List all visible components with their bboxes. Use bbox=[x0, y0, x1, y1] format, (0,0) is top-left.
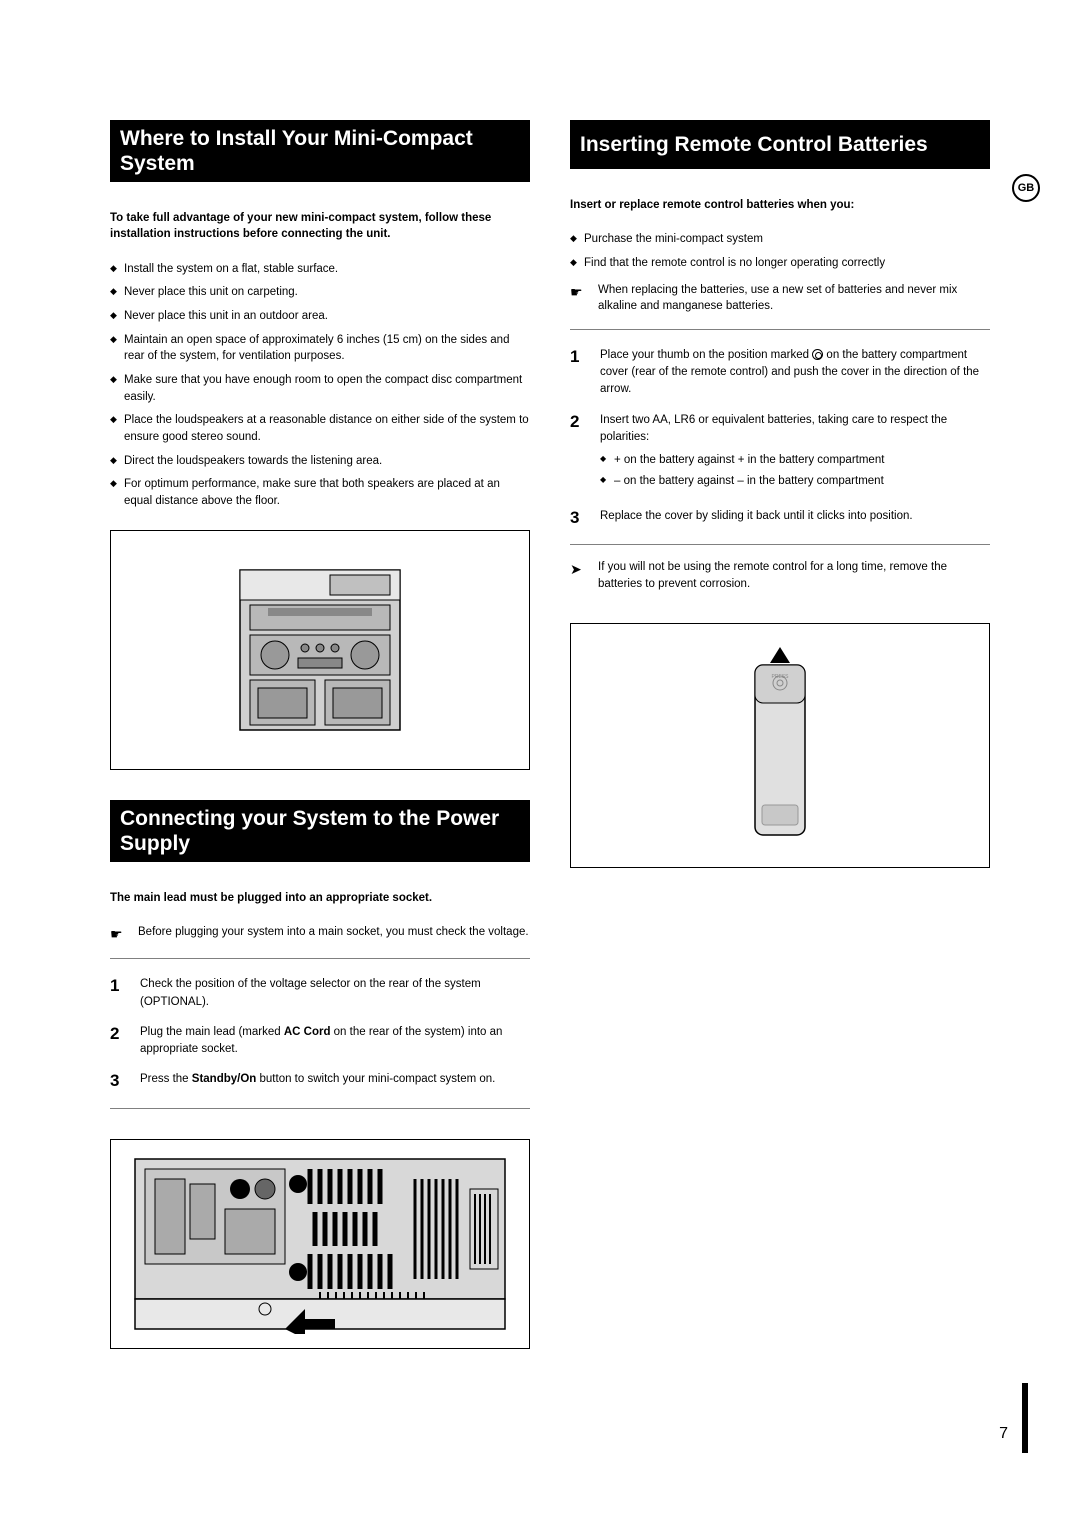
install-intro: To take full advantage of your new mini-… bbox=[110, 210, 530, 242]
step-number: 2 bbox=[110, 1021, 128, 1059]
step-text: Insert two AA, LR6 or equivalent batteri… bbox=[600, 409, 990, 495]
step-row: 1 Check the position of the voltage sele… bbox=[110, 973, 530, 1011]
step-number: 2 bbox=[570, 409, 588, 495]
sub-bullet: + on the battery against + in the batter… bbox=[600, 452, 990, 469]
bullet: Direct the loudspeakers towards the list… bbox=[110, 453, 530, 470]
note-pointer-icon: ☛ bbox=[570, 282, 590, 315]
bullet: Never place this unit on carpeting. bbox=[110, 284, 530, 301]
sub-bullet: – on the battery against – in the batter… bbox=[600, 473, 990, 490]
step-text: Place your thumb on the position marked … bbox=[600, 344, 990, 399]
power-steps: 1 Check the position of the voltage sele… bbox=[110, 973, 530, 1094]
bullet: Place the loudspeakers at a reasonable d… bbox=[110, 412, 530, 445]
step-row: 1 Place your thumb on the position marke… bbox=[570, 344, 990, 399]
bullet: For optimum performance, make sure that … bbox=[110, 476, 530, 509]
step-row: 2 Insert two AA, LR6 or equivalent batte… bbox=[570, 409, 990, 495]
divider bbox=[570, 544, 990, 545]
step-number: 3 bbox=[570, 505, 588, 531]
batteries-note2: ➤ If you will not be using the remote co… bbox=[570, 559, 990, 592]
heading-batteries: Inserting Remote Control Batteries bbox=[570, 120, 990, 169]
batteries-steps: 1 Place your thumb on the position marke… bbox=[570, 344, 990, 530]
rear-panel-icon bbox=[130, 1154, 510, 1334]
note-pointer-icon: ☛ bbox=[110, 924, 130, 944]
power-intro: The main lead must be plugged into an ap… bbox=[110, 890, 530, 906]
stereo-illustration bbox=[110, 530, 530, 770]
divider bbox=[570, 329, 990, 330]
bullet: Purchase the mini-compact system bbox=[570, 231, 990, 248]
heading-power: Connecting your System to the Power Supp… bbox=[110, 800, 530, 862]
bullet: Maintain an open space of approximately … bbox=[110, 332, 530, 365]
step-text: Replace the cover by sliding it back unt… bbox=[600, 505, 990, 531]
page-number: 7 bbox=[999, 1425, 1008, 1443]
divider bbox=[110, 958, 530, 959]
power-note: ☛ Before plugging your system into a mai… bbox=[110, 924, 530, 944]
step-text: Press the Standby/On button to switch yo… bbox=[140, 1068, 530, 1094]
right-column: Inserting Remote Control Batteries Inser… bbox=[570, 120, 990, 1379]
batteries-bullets: Purchase the mini-compact system Find th… bbox=[570, 231, 990, 271]
note-text: Before plugging your system into a main … bbox=[138, 924, 529, 944]
left-column: Where to Install Your Mini-Compact Syste… bbox=[110, 120, 530, 1379]
heading-install: Where to Install Your Mini-Compact Syste… bbox=[110, 120, 530, 182]
step-row: 3 Replace the cover by sliding it back u… bbox=[570, 505, 990, 531]
bullet: Make sure that you have enough room to o… bbox=[110, 372, 530, 405]
note-text: If you will not be using the remote cont… bbox=[598, 559, 990, 592]
step-row: 2 Plug the main lead (marked AC Cord on … bbox=[110, 1021, 530, 1059]
gb-badge: GB bbox=[1012, 174, 1040, 202]
bullet: Find that the remote control is no longe… bbox=[570, 255, 990, 272]
step-number: 1 bbox=[110, 973, 128, 1011]
remote-icon: PRESS bbox=[740, 645, 820, 845]
page-content: Where to Install Your Mini-Compact Syste… bbox=[0, 0, 1080, 1439]
stereo-icon bbox=[220, 550, 420, 750]
step-number: 3 bbox=[110, 1068, 128, 1094]
divider bbox=[110, 1108, 530, 1109]
install-bullets: Install the system on a flat, stable sur… bbox=[110, 261, 530, 510]
batteries-intro: Insert or replace remote control batteri… bbox=[570, 197, 990, 213]
batteries-note1: ☛ When replacing the batteries, use a ne… bbox=[570, 282, 990, 315]
note-text: When replacing the batteries, use a new … bbox=[598, 282, 990, 315]
rear-panel-illustration bbox=[110, 1139, 530, 1349]
note-arrow-icon: ➤ bbox=[570, 559, 590, 592]
step-text: Check the position of the voltage select… bbox=[140, 973, 530, 1011]
bullet: Install the system on a flat, stable sur… bbox=[110, 261, 530, 278]
step-row: 3 Press the Standby/On button to switch … bbox=[110, 1068, 530, 1094]
bullet: Never place this unit in an outdoor area… bbox=[110, 308, 530, 325]
step-number: 1 bbox=[570, 344, 588, 399]
remote-illustration: PRESS bbox=[570, 623, 990, 868]
svg-text:PRESS: PRESS bbox=[772, 674, 790, 680]
side-tab-marker bbox=[1022, 1383, 1028, 1453]
step-text: Plug the main lead (marked AC Cord on th… bbox=[140, 1021, 530, 1059]
